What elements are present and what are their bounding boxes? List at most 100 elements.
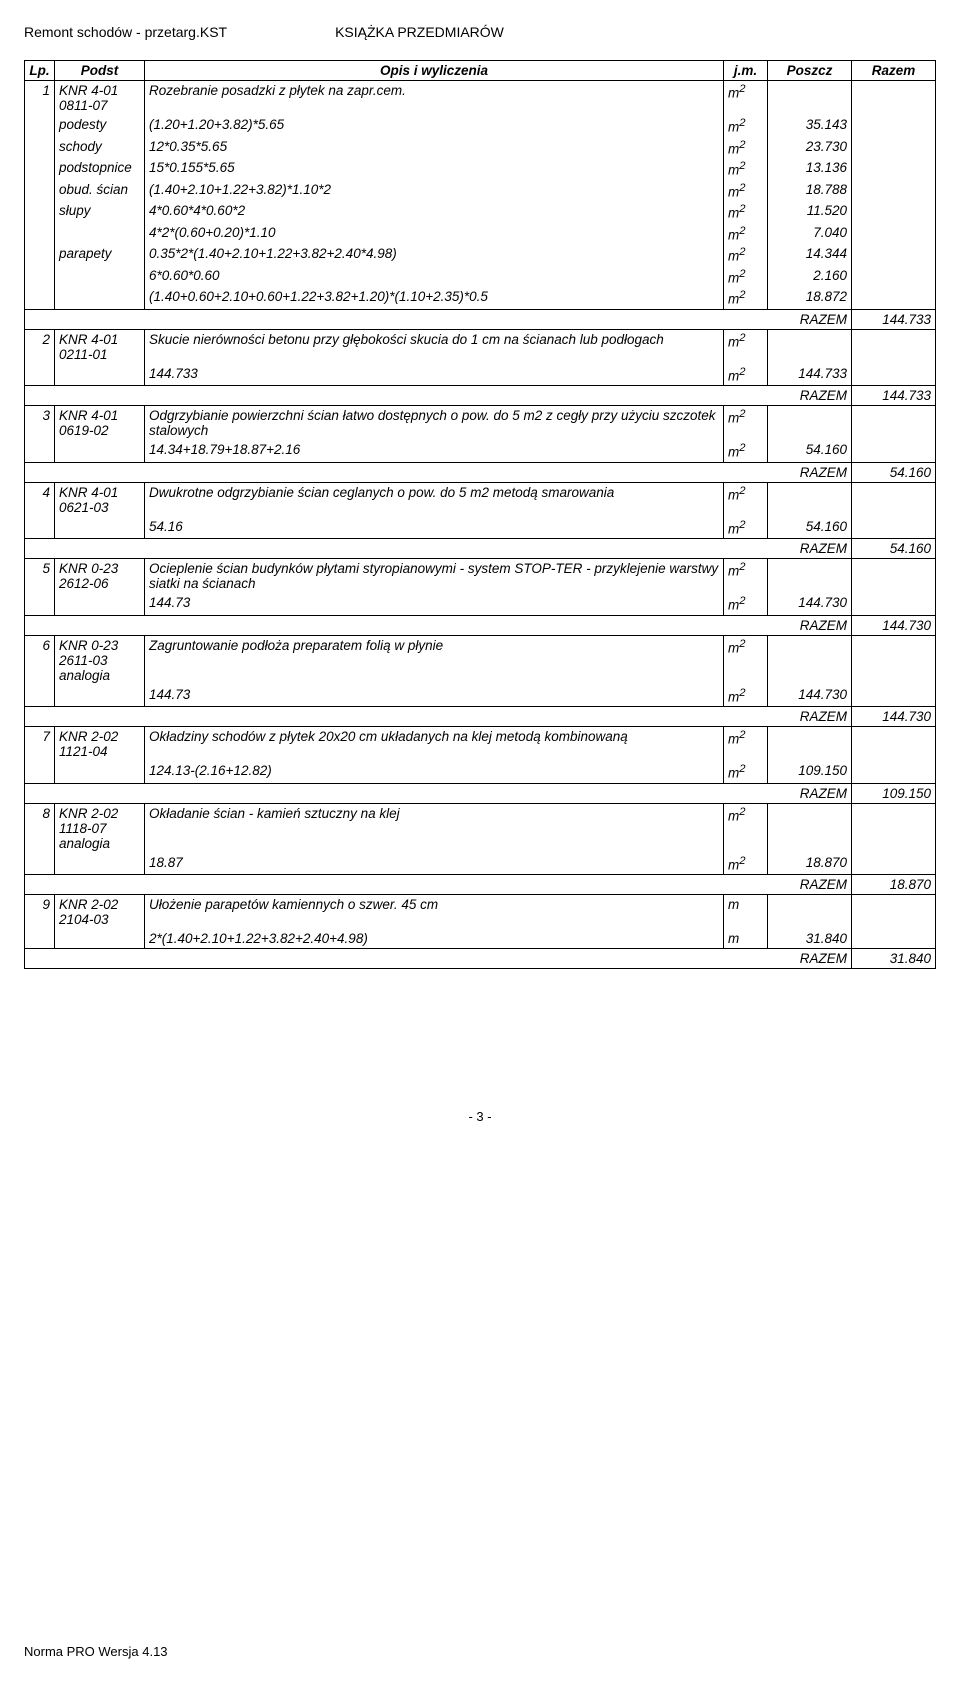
cell-opis: 124.13-(2.16+12.82) (145, 761, 724, 783)
page-number: - 3 - (24, 1109, 936, 1124)
cell-lp (25, 853, 55, 875)
cell-razem (852, 685, 936, 707)
cell-opis: (1.20+1.20+3.82)*5.65 (145, 115, 724, 137)
cell-poszcz (768, 406, 852, 441)
cell-lp: 4 (25, 482, 55, 517)
razem-label: RAZEM (768, 539, 852, 559)
cell-podst (55, 853, 145, 875)
cell-razem (852, 803, 936, 853)
razem-label: RAZEM (768, 783, 852, 803)
razem-spacer (25, 615, 768, 635)
cell-poszcz (768, 81, 852, 116)
cell-poszcz: 109.150 (768, 761, 852, 783)
razem-label: RAZEM (768, 462, 852, 482)
cell-razem (852, 517, 936, 539)
cell-podst (55, 287, 145, 309)
cell-opis: Dwukrotne odgrzybianie ścian ceglanych o… (145, 482, 724, 517)
cell-poszcz: 144.730 (768, 593, 852, 615)
cell-lp (25, 201, 55, 223)
table-row: RAZEM54.160 (25, 462, 936, 482)
cell-jm: m2 (724, 635, 768, 685)
cell-jm: m2 (724, 180, 768, 202)
cell-podst (55, 440, 145, 462)
cell-razem (852, 440, 936, 462)
table-row: (1.40+0.60+2.10+0.60+1.22+3.82+1.20)*(1.… (25, 287, 936, 309)
cell-poszcz: 18.788 (768, 180, 852, 202)
cell-jm: m2 (724, 803, 768, 853)
header-right: KSIĄŻKA PRZEDMIARÓW (335, 24, 504, 40)
table-row: RAZEM18.870 (25, 875, 936, 895)
table-row: RAZEM144.730 (25, 615, 936, 635)
cell-lp (25, 180, 55, 202)
cell-lp: 9 (25, 895, 55, 930)
cell-lp (25, 137, 55, 159)
cell-lp (25, 364, 55, 386)
cell-podst: KNR 4-010621-03 (55, 482, 145, 517)
cell-lp (25, 929, 55, 949)
cell-jm: m2 (724, 329, 768, 364)
razem-spacer (25, 783, 768, 803)
cell-podst: KNR 2-022104-03 (55, 895, 145, 930)
cell-jm: m2 (724, 761, 768, 783)
cell-podst (55, 266, 145, 288)
cell-jm: m2 (724, 115, 768, 137)
cell-jm: m2 (724, 81, 768, 116)
cell-jm: m2 (724, 158, 768, 180)
cell-jm: m2 (724, 685, 768, 707)
cell-podst: podesty (55, 115, 145, 137)
razem-label: RAZEM (768, 875, 852, 895)
table-row: RAZEM54.160 (25, 539, 936, 559)
cell-jm: m2 (724, 266, 768, 288)
table-row: 2*(1.40+2.10+1.22+3.82+2.40+4.98)m31.840 (25, 929, 936, 949)
cell-razem (852, 180, 936, 202)
cell-podst: obud. ścian (55, 180, 145, 202)
cell-poszcz: 23.730 (768, 137, 852, 159)
table-row: 6KNR 0-232611-03analogiaZagruntowanie po… (25, 635, 936, 685)
cell-razem (852, 266, 936, 288)
table-row: 2KNR 4-010211-01Skucie nierówności beton… (25, 329, 936, 364)
cell-poszcz (768, 727, 852, 762)
cell-opis: 144.73 (145, 593, 724, 615)
razem-value: 54.160 (852, 462, 936, 482)
cell-jm: m2 (724, 201, 768, 223)
razem-spacer (25, 539, 768, 559)
cell-razem (852, 158, 936, 180)
cell-jm: m2 (724, 440, 768, 462)
table-row: 4KNR 4-010621-03Dwukrotne odgrzybianie ś… (25, 482, 936, 517)
cell-jm: m2 (724, 244, 768, 266)
cell-podst: KNR 0-232611-03analogia (55, 635, 145, 685)
cell-lp (25, 158, 55, 180)
cell-opis: 14.34+18.79+18.87+2.16 (145, 440, 724, 462)
cell-podst: parapety (55, 244, 145, 266)
razem-spacer (25, 309, 768, 329)
cell-opis: 6*0.60*0.60 (145, 266, 724, 288)
razem-spacer (25, 949, 768, 969)
cell-poszcz: 54.160 (768, 440, 852, 462)
razem-spacer (25, 875, 768, 895)
cell-opis: 144.73 (145, 685, 724, 707)
table-row: 6*0.60*0.60m22.160 (25, 266, 936, 288)
table-row: 144.73m2144.730 (25, 685, 936, 707)
cell-opis: 144.733 (145, 364, 724, 386)
razem-spacer (25, 386, 768, 406)
table-header-row: Lp. Podst Opis i wyliczenia j.m. Poszcz … (25, 61, 936, 81)
cell-lp: 8 (25, 803, 55, 853)
cell-lp: 3 (25, 406, 55, 441)
razem-value: 109.150 (852, 783, 936, 803)
cell-poszcz (768, 895, 852, 930)
col-lp: Lp. (25, 61, 55, 81)
cost-table: Lp. Podst Opis i wyliczenia j.m. Poszcz … (24, 60, 936, 969)
cell-podst (55, 364, 145, 386)
cell-lp (25, 266, 55, 288)
cell-razem (852, 406, 936, 441)
cell-jm: m2 (724, 137, 768, 159)
cell-podst (55, 517, 145, 539)
cell-poszcz (768, 482, 852, 517)
cell-opis: Odgrzybianie powierzchni ścian łatwo dos… (145, 406, 724, 441)
razem-value: 144.730 (852, 707, 936, 727)
cell-jm: m (724, 895, 768, 930)
cell-opis: Ocieplenie ścian budynków płytami styrop… (145, 559, 724, 594)
razem-label: RAZEM (768, 707, 852, 727)
cell-razem (852, 287, 936, 309)
cell-razem (852, 593, 936, 615)
